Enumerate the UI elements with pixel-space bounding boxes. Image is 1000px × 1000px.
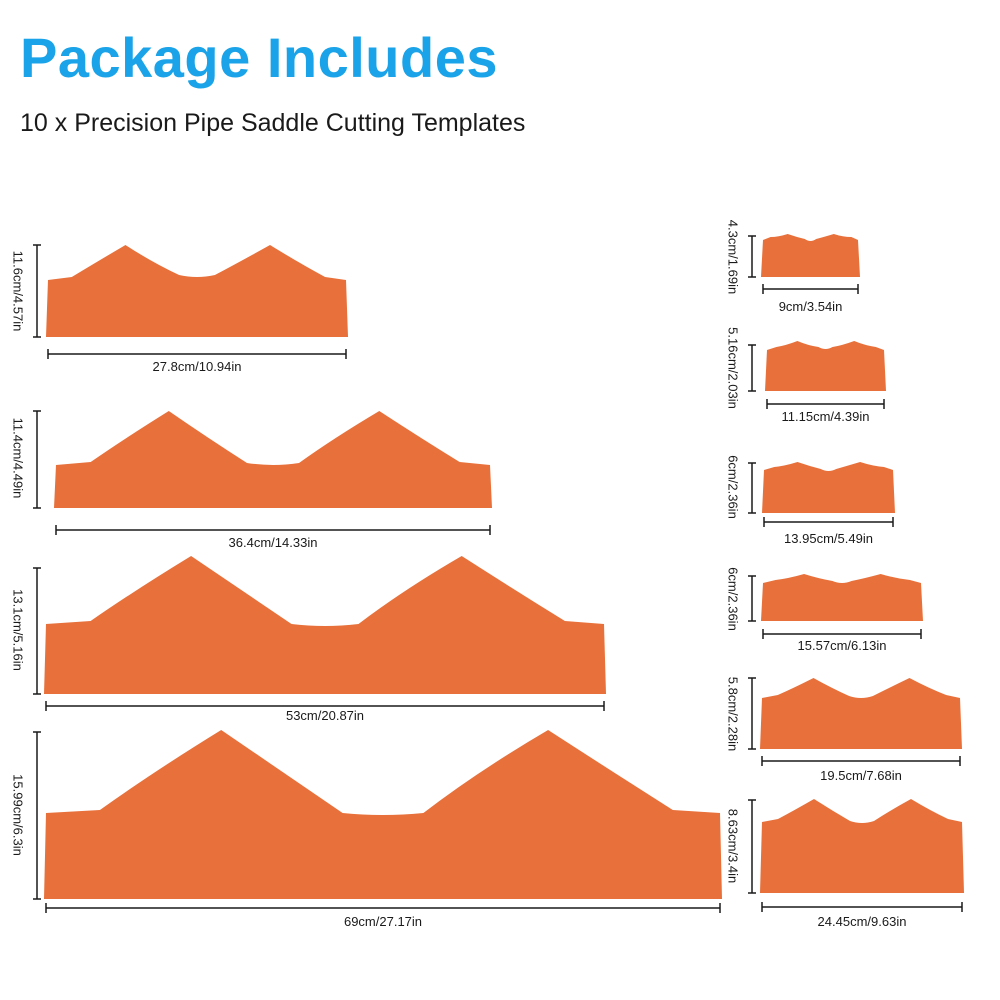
height-label: 5.8cm/2.28in: [726, 677, 741, 751]
height-label: 15.99cm/6.3in: [11, 774, 26, 856]
width-label: 36.4cm/14.33in: [229, 535, 318, 550]
template-shape: [44, 730, 722, 899]
width-label: 24.45cm/9.63in: [818, 914, 907, 929]
saddle-template: 5.16cm/2.03in 11.15cm/4.39in: [726, 327, 886, 424]
saddle-template: 8.63cm/3.4in 24.45cm/9.63in: [726, 799, 964, 929]
saddle-template: 6cm/2.36in 15.57cm/6.13in: [726, 567, 923, 653]
page-subtitle: 10 x Precision Pipe Saddle Cutting Templ…: [20, 109, 526, 137]
width-label: 15.57cm/6.13in: [798, 638, 887, 653]
template-shape: [44, 556, 606, 694]
width-label: 19.5cm/7.68in: [820, 768, 902, 783]
width-label: 53cm/20.87in: [286, 708, 364, 723]
template-shape: [54, 411, 492, 508]
height-label: 4.3cm/1.69in: [726, 220, 741, 294]
template-shape: [762, 462, 895, 513]
template-shape: [46, 245, 348, 337]
saddle-template: 13.1cm/5.16in 53cm/20.87in: [11, 556, 606, 723]
saddle-template: 4.3cm/1.69in 9cm/3.54in: [726, 220, 860, 314]
height-label: 11.6cm/4.57in: [11, 251, 26, 332]
height-label: 13.1cm/5.16in: [11, 589, 26, 671]
template-shape: [761, 574, 923, 621]
height-label: 11.4cm/4.49in: [11, 418, 26, 499]
width-label: 13.95cm/5.49in: [784, 531, 873, 546]
height-label: 6cm/2.36in: [726, 455, 741, 519]
width-label: 69cm/27.17in: [344, 914, 422, 929]
height-label: 8.63cm/3.4in: [726, 809, 741, 883]
width-label: 9cm/3.54in: [779, 299, 843, 314]
template-shape: [765, 341, 886, 391]
saddle-template: 5.8cm/2.28in 19.5cm/7.68in: [726, 677, 962, 783]
template-shape: [760, 678, 962, 749]
saddle-template: 6cm/2.36in 13.95cm/5.49in: [726, 455, 895, 546]
width-label: 27.8cm/10.94in: [153, 359, 242, 374]
height-label: 6cm/2.36in: [726, 567, 741, 631]
saddle-template: 11.4cm/4.49in 36.4cm/14.33in: [11, 410, 492, 550]
saddle-template: 11.6cm/4.57in 27.8cm/10.94in: [11, 244, 348, 374]
height-label: 5.16cm/2.03in: [726, 327, 741, 409]
template-shape: [761, 234, 860, 277]
saddle-template: 15.99cm/6.3in 69cm/27.17in: [11, 730, 722, 929]
width-label: 11.15cm/4.39in: [782, 409, 870, 424]
template-shape: [760, 799, 964, 893]
page-title: Package Includes: [20, 26, 499, 89]
